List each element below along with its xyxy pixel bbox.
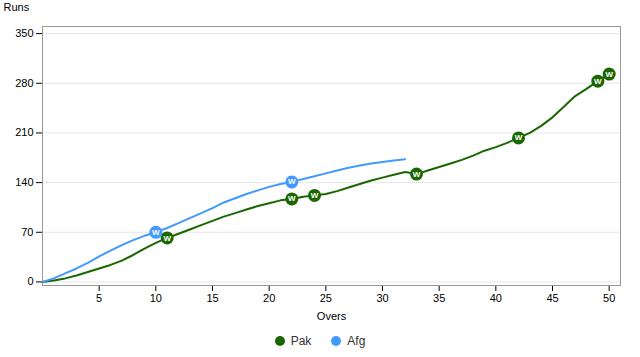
- svg-text:280: 280: [15, 77, 33, 89]
- svg-text:210: 210: [15, 126, 33, 138]
- svg-text:5: 5: [96, 292, 102, 304]
- svg-text:Runs: Runs: [4, 1, 30, 13]
- svg-text:40: 40: [490, 292, 502, 304]
- svg-text:W: W: [605, 70, 613, 79]
- html-text:Pak: Pak: [290, 334, 312, 348]
- svg-text:50: 50: [603, 292, 615, 304]
- svg-text:Overs: Overs: [317, 310, 347, 322]
- svg-text:W: W: [288, 194, 296, 203]
- svg-text:15: 15: [206, 292, 218, 304]
- svg-text:0: 0: [27, 275, 33, 287]
- svg-text:W: W: [413, 170, 421, 179]
- svg-text:W: W: [152, 228, 160, 237]
- svg-text:W: W: [288, 177, 296, 186]
- svg-text:W: W: [311, 191, 319, 200]
- svg-text:20: 20: [263, 292, 275, 304]
- svg-text:350: 350: [15, 27, 33, 39]
- svg-text:140: 140: [15, 176, 33, 188]
- svg-text:25: 25: [320, 292, 332, 304]
- html-text:Afg: Afg: [347, 334, 366, 348]
- svg-text:W: W: [594, 77, 602, 86]
- svg-text:10: 10: [150, 292, 162, 304]
- svg-text:W: W: [163, 234, 171, 243]
- svg-text:35: 35: [433, 292, 445, 304]
- svg-text:30: 30: [376, 292, 388, 304]
- svg-text:45: 45: [546, 292, 558, 304]
- svg-text:W: W: [515, 133, 523, 142]
- svg-text:70: 70: [21, 226, 33, 238]
